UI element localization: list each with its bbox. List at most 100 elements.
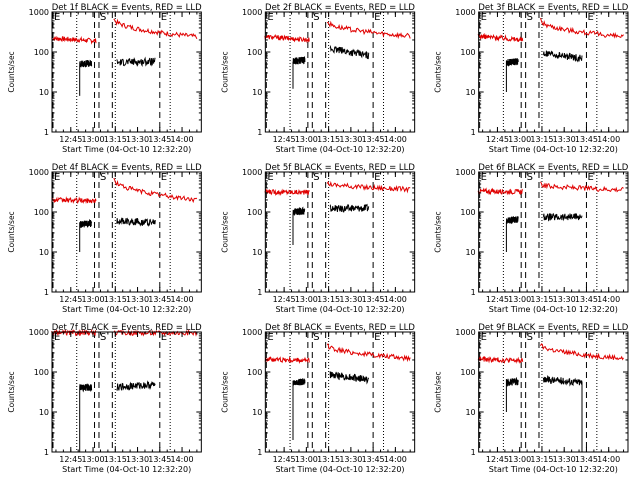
x-tick-label: 13:45 bbox=[575, 455, 598, 464]
marker-label: E bbox=[267, 332, 273, 343]
x-axis-label: Start Time (04-Oct-10 12:32:20) bbox=[62, 465, 191, 474]
events-series-line bbox=[79, 218, 93, 252]
marker-label: E bbox=[481, 172, 487, 183]
x-tick-label: 13:30 bbox=[553, 295, 576, 304]
marker-label: E bbox=[267, 12, 273, 23]
y-tick-label: 10 bbox=[39, 88, 49, 97]
events-series-line bbox=[116, 56, 156, 67]
events-series-line bbox=[79, 383, 93, 452]
lld-series-line bbox=[477, 187, 524, 196]
x-tick-label: 13:45 bbox=[148, 135, 171, 144]
x-tick-label: 13:15 bbox=[530, 135, 553, 144]
x-tick-label: 13:45 bbox=[575, 295, 598, 304]
x-tick-label: 14:00 bbox=[597, 135, 620, 144]
x-tick-label: 14:00 bbox=[597, 295, 620, 304]
x-tick-label: 13:45 bbox=[575, 135, 598, 144]
x-tick-label: 13:15 bbox=[317, 455, 340, 464]
x-tick-label: 12:45 bbox=[273, 455, 296, 464]
chart-title: Det 9f BLACK = Events, RED = LLD bbox=[478, 323, 628, 333]
y-tick-label: 100 bbox=[460, 208, 475, 217]
y-tick-label: 10 bbox=[252, 88, 262, 97]
y-axis-label: Counts/sec bbox=[7, 51, 16, 92]
x-tick-label: 12:45 bbox=[59, 295, 82, 304]
plot-frame bbox=[478, 171, 629, 293]
x-tick-label: 12:45 bbox=[273, 135, 296, 144]
y-tick-label: 1 bbox=[44, 288, 49, 297]
lld-series-line bbox=[51, 196, 97, 205]
chart-title: Det 4f BLACK = Events, RED = LLD bbox=[52, 163, 202, 173]
x-tick-label: 13:00 bbox=[295, 455, 318, 464]
marker-label: E bbox=[481, 12, 487, 23]
lld-series-line bbox=[264, 188, 310, 197]
x-tick-label: 13:30 bbox=[339, 135, 362, 144]
x-axis-label: Start Time (04-Oct-10 12:32:20) bbox=[62, 145, 191, 154]
x-tick-label: 14:00 bbox=[171, 135, 194, 144]
x-tick-label: 13:15 bbox=[530, 295, 553, 304]
y-tick-label: 1000 bbox=[29, 328, 49, 337]
marker-label: S bbox=[100, 172, 106, 183]
y-tick-label: 1 bbox=[44, 128, 49, 137]
y-tick-label: 1000 bbox=[455, 8, 475, 17]
x-tick-label: 13:30 bbox=[339, 455, 362, 464]
x-tick-label: 13:00 bbox=[82, 455, 105, 464]
plot-frame bbox=[264, 11, 416, 133]
y-axis-label: Counts/sec bbox=[220, 211, 229, 252]
plot-frame bbox=[51, 171, 202, 293]
x-tick-label: 14:00 bbox=[384, 295, 407, 304]
events-series-line bbox=[542, 50, 583, 63]
x-tick-label: 13:15 bbox=[530, 455, 553, 464]
lld-series-line bbox=[113, 329, 198, 337]
y-tick-label: 100 bbox=[34, 48, 49, 57]
marker-label: E bbox=[374, 172, 380, 183]
events-series-line bbox=[292, 56, 306, 89]
events-series-line bbox=[116, 380, 156, 391]
y-tick-label: 10 bbox=[252, 408, 262, 417]
marker-label: S bbox=[313, 12, 319, 23]
x-tick-label: 13:15 bbox=[104, 135, 127, 144]
x-tick-label: 13:15 bbox=[317, 295, 340, 304]
lld-series-line bbox=[113, 18, 198, 40]
plot-frame bbox=[51, 331, 202, 453]
plot-frame bbox=[51, 11, 202, 133]
x-axis-label: Start Time (04-Oct-10 12:32:20) bbox=[275, 145, 404, 154]
x-tick-label: 13:15 bbox=[104, 455, 127, 464]
x-tick-label: 13:15 bbox=[317, 135, 340, 144]
marker-label: E bbox=[161, 332, 167, 343]
y-tick-label: 100 bbox=[460, 368, 475, 377]
y-tick-label: 10 bbox=[465, 248, 475, 257]
y-tick-label: 100 bbox=[34, 208, 49, 217]
chart-title: Det 7f BLACK = Events, RED = LLD bbox=[52, 323, 202, 333]
x-tick-label: 13:00 bbox=[295, 295, 318, 304]
y-tick-label: 1000 bbox=[455, 168, 475, 177]
x-tick-label: 12:45 bbox=[486, 135, 509, 144]
events-series-line bbox=[505, 58, 519, 92]
x-tick-label: 14:00 bbox=[171, 455, 194, 464]
events-series-line bbox=[292, 206, 306, 245]
x-tick-label: 13:45 bbox=[148, 455, 171, 464]
x-tick-label: 12:45 bbox=[486, 455, 509, 464]
x-axis-label: Start Time (04-Oct-10 12:32:20) bbox=[275, 305, 404, 314]
x-tick-label: 13:00 bbox=[508, 135, 531, 144]
marker-label: E bbox=[374, 12, 380, 23]
y-axis-label: Counts/sec bbox=[220, 371, 229, 412]
events-series-line bbox=[116, 217, 156, 228]
x-tick-label: 13:45 bbox=[362, 455, 385, 464]
chart-title: Det 8f BLACK = Events, RED = LLD bbox=[265, 323, 415, 333]
y-tick-label: 1 bbox=[471, 288, 476, 297]
chart-title: Det 2f BLACK = Events, RED = LLD bbox=[265, 3, 415, 13]
y-tick-label: 100 bbox=[247, 368, 262, 377]
y-axis-label: Counts/sec bbox=[434, 211, 443, 252]
marker-label: E bbox=[161, 12, 167, 23]
marker-label: S bbox=[313, 172, 319, 183]
y-tick-label: 100 bbox=[247, 48, 262, 57]
x-axis-label: Start Time (04-Oct-10 12:32:20) bbox=[275, 465, 404, 474]
events-series-line bbox=[329, 44, 370, 60]
y-tick-label: 1000 bbox=[242, 328, 262, 337]
marker-label: S bbox=[100, 12, 106, 23]
y-tick-label: 10 bbox=[465, 408, 475, 417]
y-tick-label: 1000 bbox=[242, 168, 262, 177]
